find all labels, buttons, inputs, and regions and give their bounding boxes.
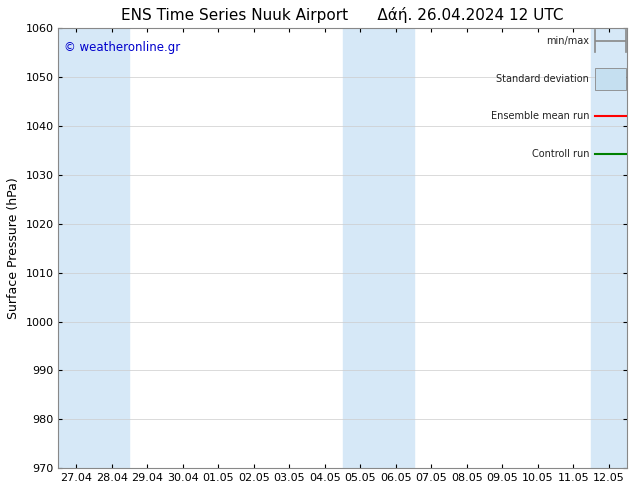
Text: Controll run: Controll run bbox=[531, 148, 589, 159]
Title: ENS Time Series Nuuk Airport      Δάή. 26.04.2024 12 UTC: ENS Time Series Nuuk Airport Δάή. 26.04.… bbox=[121, 7, 564, 23]
Bar bbox=[378, 28, 413, 468]
Text: Standard deviation: Standard deviation bbox=[496, 74, 589, 84]
Text: © weatheronline.gr: © weatheronline.gr bbox=[64, 42, 181, 54]
Text: min/max: min/max bbox=[546, 36, 589, 47]
Bar bbox=[58, 28, 94, 468]
Bar bbox=[94, 28, 129, 468]
Bar bbox=[591, 28, 626, 468]
FancyBboxPatch shape bbox=[595, 68, 626, 90]
Y-axis label: Surface Pressure (hPa): Surface Pressure (hPa) bbox=[7, 177, 20, 319]
Text: Ensemble mean run: Ensemble mean run bbox=[491, 111, 589, 121]
Bar bbox=[342, 28, 378, 468]
